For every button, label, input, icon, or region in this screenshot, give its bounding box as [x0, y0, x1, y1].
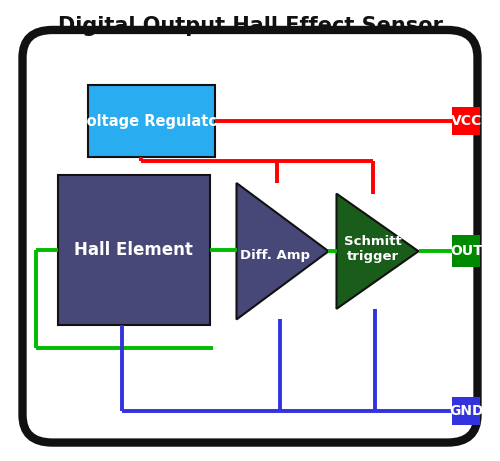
Text: VCC: VCC	[450, 114, 482, 128]
FancyBboxPatch shape	[452, 107, 480, 135]
Text: Digital Output Hall Effect Sensor: Digital Output Hall Effect Sensor	[58, 16, 442, 36]
Text: Diff. Amp: Diff. Amp	[240, 249, 310, 262]
Text: Hall Element: Hall Element	[74, 241, 193, 259]
Text: Schmitt
trigger: Schmitt trigger	[344, 235, 402, 263]
Polygon shape	[236, 183, 328, 319]
FancyBboxPatch shape	[88, 85, 215, 157]
Text: Voltage Regulator: Voltage Regulator	[76, 113, 226, 129]
FancyBboxPatch shape	[58, 175, 210, 325]
Text: OUT: OUT	[450, 244, 482, 258]
FancyBboxPatch shape	[22, 30, 477, 443]
FancyBboxPatch shape	[452, 235, 480, 267]
FancyBboxPatch shape	[452, 397, 480, 425]
Polygon shape	[336, 194, 418, 309]
Text: GND: GND	[449, 404, 484, 418]
